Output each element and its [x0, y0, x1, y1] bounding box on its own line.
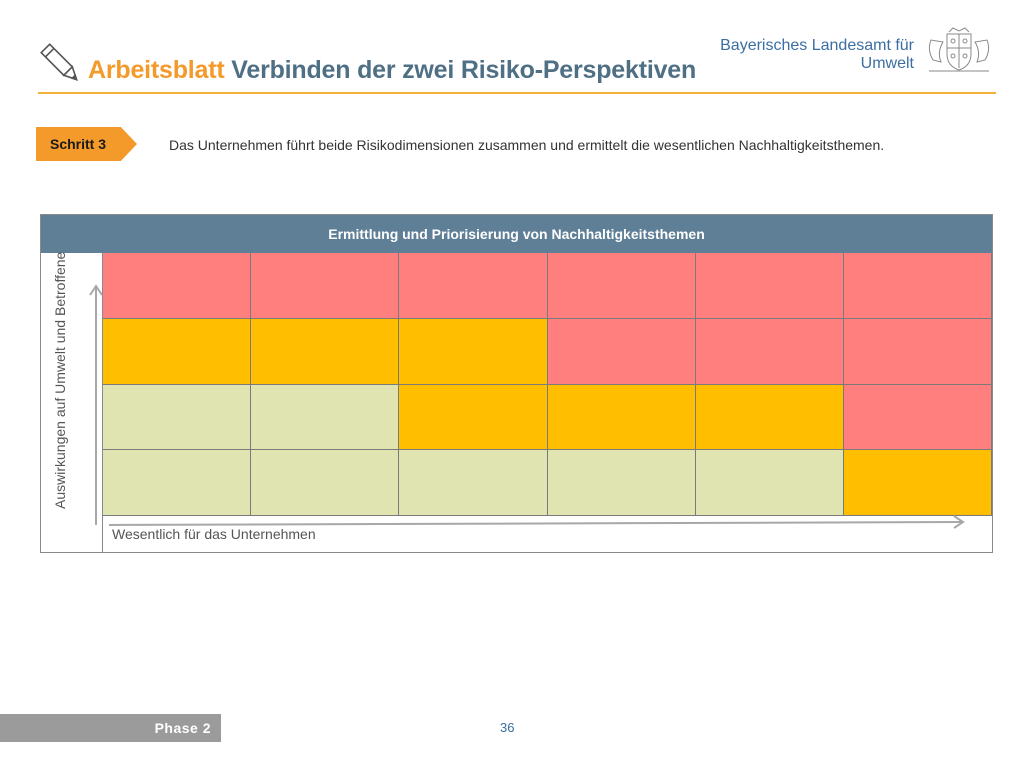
matrix-grid	[103, 253, 992, 516]
matrix-cell-green	[547, 450, 696, 516]
header-divider	[38, 92, 996, 94]
matrix-header: Ermittlung und Priorisierung von Nachhal…	[41, 215, 992, 253]
x-axis-arrow	[108, 521, 963, 526]
title-main: Verbinden der zwei Risiko-Perspektiven	[231, 56, 697, 84]
page-number: 36	[500, 720, 515, 735]
matrix-cell-red	[547, 253, 696, 319]
matrix-cell-red	[399, 253, 548, 319]
phase-badge: Phase 2	[0, 714, 221, 742]
matrix-cell-green	[103, 450, 252, 516]
matrix-cell-red	[843, 384, 992, 451]
step-badge: Schritt 3	[36, 127, 137, 161]
matrix-cell-green	[399, 450, 548, 516]
matrix-cell-orange	[843, 450, 992, 516]
matrix-cell-orange	[399, 384, 548, 451]
step-description: Das Unternehmen führt beide Risikodimens…	[169, 137, 885, 153]
page-title: Arbeitsblatt Verbinden der zwei Risiko-P…	[88, 56, 696, 85]
matrix-cell-green	[103, 384, 252, 451]
x-axis-arrowhead	[953, 515, 965, 529]
matrix-cell-green	[251, 450, 400, 516]
matrix-cell-red	[843, 253, 992, 319]
matrix-cell-orange	[695, 384, 844, 451]
matrix-cell-green	[695, 450, 844, 516]
x-axis-label: Wesentlich für das Unternehmen	[112, 526, 316, 542]
title-prefix: Arbeitsblatt	[88, 56, 225, 84]
matrix-cell-green	[251, 384, 400, 451]
coat-of-arms-logo	[928, 27, 990, 72]
matrix-cell-orange	[399, 318, 548, 385]
matrix-cell-orange	[547, 384, 696, 451]
matrix-cell-orange	[103, 318, 252, 385]
priority-matrix: Ermittlung und Priorisierung von Nachhal…	[40, 214, 993, 553]
matrix-cell-orange	[251, 318, 400, 385]
matrix-cell-red	[547, 318, 696, 385]
matrix-cell-red	[251, 253, 400, 319]
matrix-cell-red	[103, 253, 252, 319]
org-line-2: Umwelt	[860, 55, 914, 72]
pencil-icon	[40, 43, 78, 81]
y-axis-label: Auswirkungen auf Umwelt und Betroffene	[52, 251, 68, 509]
matrix-cell-red	[695, 253, 844, 319]
y-axis-column	[41, 253, 103, 552]
matrix-cell-red	[695, 318, 844, 385]
organization-name: Bayerisches Landesamt für Umwelt	[720, 37, 914, 73]
matrix-cell-red	[843, 318, 992, 385]
org-line-1: Bayerisches Landesamt für	[720, 37, 914, 54]
